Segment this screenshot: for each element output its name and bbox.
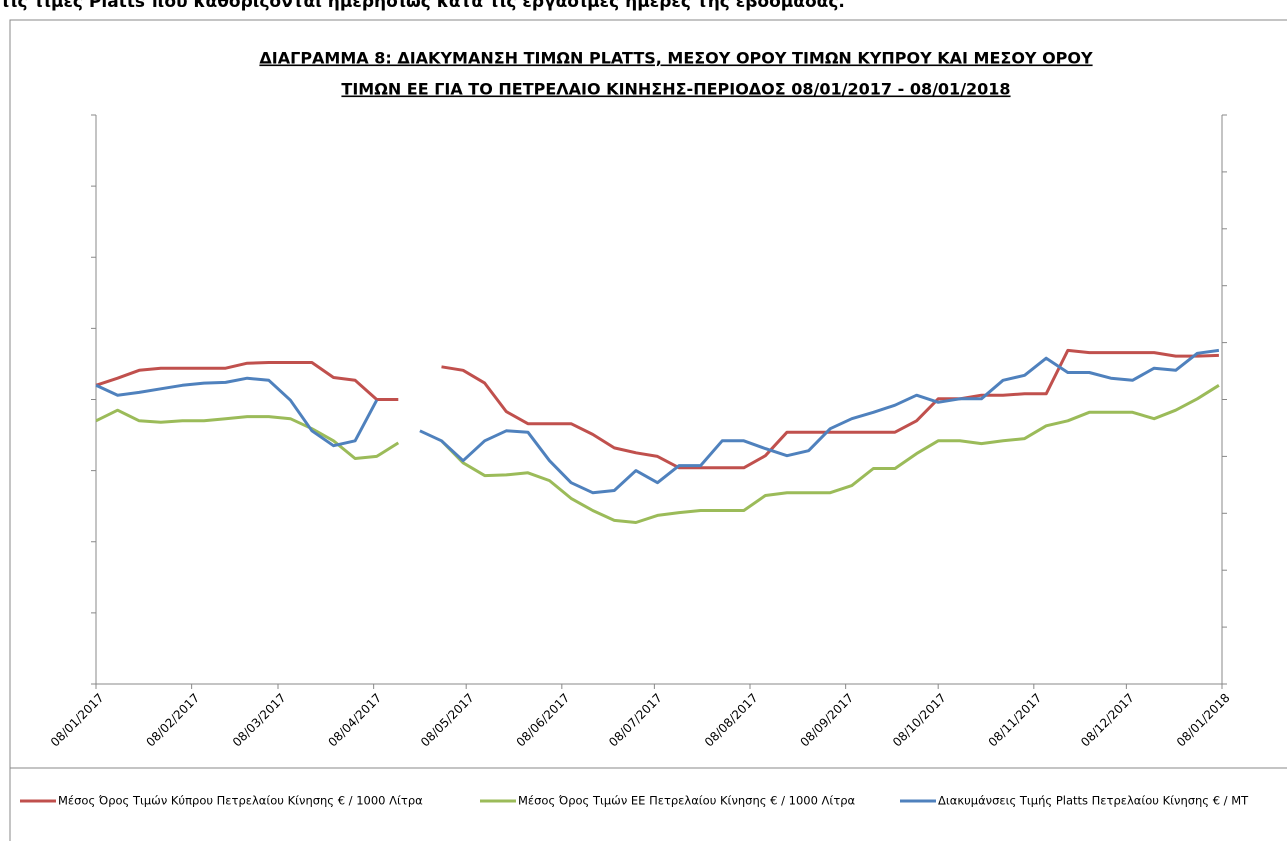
x-tick-label: 08/05/2017	[418, 691, 477, 750]
chart-title: ΔΙΑΓΡΑΜΜΑ 8: ΔΙΑΚΥΜΑΝΣΗ ΤΙΜΩΝ PLATTS, ΜΕ…	[259, 49, 1093, 68]
x-tick-label: 08/01/2018	[1174, 691, 1233, 750]
chart-frame	[9, 19, 1287, 841]
x-tick-label: 08/10/2017	[890, 691, 949, 750]
legend-label: Μέσος Όρος Τιμών Κύπρου Πετρελαίου Κίνησ…	[58, 794, 423, 808]
x-tick-label: 08/07/2017	[606, 691, 665, 750]
x-tick-label: 08/06/2017	[514, 691, 573, 750]
x-tick-label: 08/04/2017	[325, 691, 384, 750]
header-text: τις τιμές Platts που καθορίζονται ημερησ…	[0, 0, 845, 12]
x-tick-label: 08/02/2017	[143, 691, 202, 750]
legend-label: Διακυμάνσεις Τιμής Platts Πετρελαίου Κίν…	[938, 794, 1249, 808]
x-tick-label: 08/12/2017	[1078, 691, 1137, 750]
series-line	[95, 384, 1220, 524]
x-tick-label: 08/08/2017	[702, 691, 761, 750]
x-tick-label: 08/01/2017	[48, 691, 107, 750]
x-tick-label: 08/09/2017	[797, 691, 856, 750]
chart-title: ΤΙΜΩΝ ΕΕ ΓΙΑ ΤΟ ΠΕΤΡΕΛΑΙΟ ΚΙΝΗΣΗΣ-ΠΕΡΙΟΔ…	[341, 80, 1010, 99]
series-line	[95, 348, 1219, 470]
x-tick-label: 08/03/2017	[230, 691, 289, 750]
x-tick-label: 08/11/2017	[986, 691, 1045, 750]
series-line	[95, 348, 1220, 495]
legend-label: Μέσος Όρος Τιμών ΕΕ Πετρελαίου Κίνησης €…	[518, 794, 856, 808]
